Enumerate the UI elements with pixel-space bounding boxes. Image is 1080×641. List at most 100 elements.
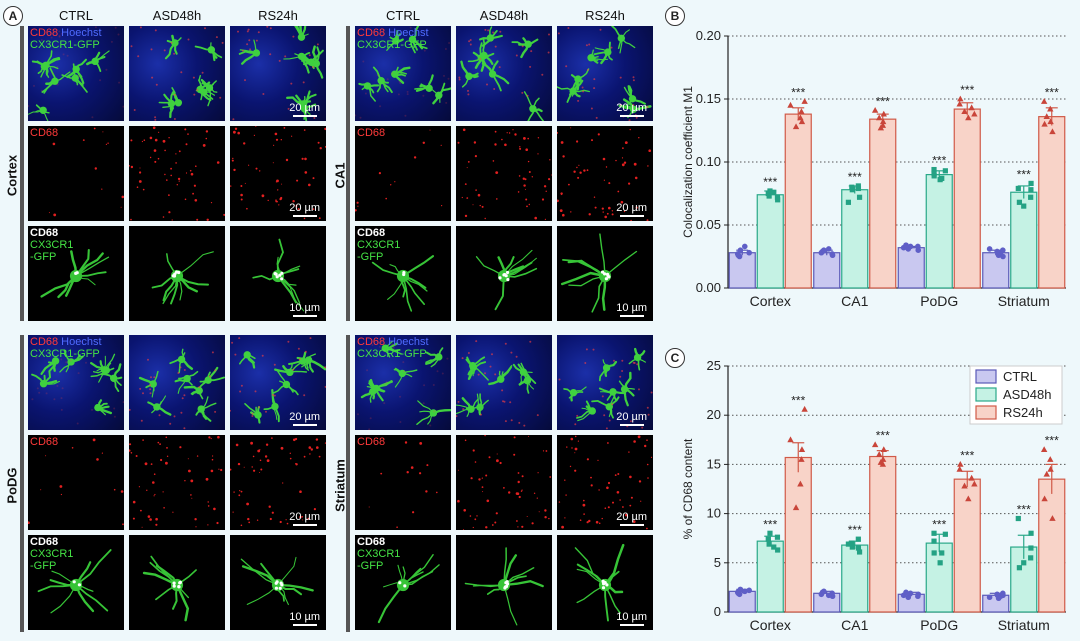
data-point <box>956 465 963 472</box>
bar-rs24h <box>869 455 897 613</box>
data-point <box>746 587 752 594</box>
scale-bar-text: 20 µm <box>616 511 647 523</box>
merge-image <box>456 335 552 430</box>
data-point <box>771 189 777 195</box>
cd68-image: 20 µm <box>557 126 653 221</box>
data-point <box>1028 555 1034 561</box>
scale-bar-line <box>619 315 644 317</box>
data-point <box>849 184 855 190</box>
data-point <box>798 118 806 125</box>
scale-bar-10um: 10 µm <box>616 302 647 317</box>
micrograph-drawing <box>457 128 552 220</box>
channel-label-hoechst: Hoechst <box>385 336 429 348</box>
data-point <box>965 495 972 502</box>
scale-bar-line <box>619 215 644 217</box>
channel-label-cd68: CD68 <box>30 536 59 548</box>
micrograph-drawing <box>31 339 124 425</box>
data-point <box>971 110 978 117</box>
data-point <box>766 541 772 547</box>
y-tick-label: 0.05 <box>696 217 721 232</box>
scale-bar-line <box>619 424 644 426</box>
significance-label: *** <box>791 393 805 407</box>
data-point <box>939 175 945 181</box>
data-point <box>1043 113 1050 120</box>
micrograph-drawing <box>129 348 225 430</box>
micrograph-drawing <box>37 549 112 614</box>
data-point <box>994 248 1000 255</box>
data-point <box>903 589 909 596</box>
data-point <box>774 534 781 540</box>
zoom-image <box>129 535 225 630</box>
cd68-image <box>129 435 225 530</box>
data-point <box>968 474 975 481</box>
data-point <box>855 545 862 551</box>
micrograph-drawing <box>557 127 651 221</box>
y-tick-label: 0.20 <box>696 28 721 43</box>
scale-bar-line <box>619 524 644 526</box>
data-point <box>765 536 771 542</box>
scale-bar-text: 10 µm <box>616 611 647 623</box>
tile-channel-label: CD68 <box>30 127 58 139</box>
cd68-image: CD68 <box>28 435 124 530</box>
zoom-image <box>456 226 552 321</box>
channel-label-cx3cr1: CX3CR1 <box>30 239 74 251</box>
channel-label-cd68: CD68 <box>30 336 59 348</box>
channel-label-hoechst: Hoechst <box>385 27 429 39</box>
data-point <box>801 98 808 104</box>
bar-ctrl <box>897 247 925 289</box>
significance-label: *** <box>791 86 805 100</box>
data-point <box>915 593 921 600</box>
micrograph-drawing <box>355 26 451 119</box>
data-point <box>798 446 806 453</box>
data-point <box>942 531 948 537</box>
data-point <box>845 199 852 205</box>
merge-image: 20 µm <box>230 26 326 121</box>
micrograph-drawing <box>456 340 539 427</box>
data-point <box>746 249 752 256</box>
data-point <box>877 459 885 465</box>
micrograph-drawing <box>230 337 326 426</box>
tile-channel-label: CD68 Hoechst CX3CR1-GFP <box>30 27 102 51</box>
data-point <box>1043 470 1050 477</box>
bar-asd48h <box>841 544 869 613</box>
bar-rs24h <box>1038 478 1066 613</box>
micrograph-drawing <box>464 547 544 626</box>
data-point <box>801 405 808 412</box>
micrograph-drawing <box>48 127 124 217</box>
merge-image: CD68 Hoechst CX3CR1-GFP <box>355 26 451 121</box>
scale-bar-line <box>292 524 317 526</box>
data-point <box>797 480 804 487</box>
channel-label-cd68: CD68 <box>357 27 386 39</box>
y-tick-label: 0.10 <box>696 154 721 169</box>
tile-channel-label: CD68 <box>30 436 58 448</box>
micrograph-drawing <box>357 341 451 430</box>
data-point <box>880 110 887 117</box>
data-point <box>876 451 883 457</box>
tile-channel-label: CD68 CX3CR1 -GFP <box>30 227 73 263</box>
panel-c-label: C <box>665 348 685 368</box>
zoom-image <box>129 226 225 321</box>
micrograph-drawing <box>457 435 552 530</box>
data-point <box>737 247 744 253</box>
micrograph-drawing <box>355 129 443 212</box>
col-header-asd48h-2: ASD48h <box>479 8 529 23</box>
data-point <box>931 538 937 544</box>
merge-image <box>456 26 552 121</box>
significance-label: *** <box>763 175 777 189</box>
tile-channel-label: CD68 <box>357 127 385 139</box>
channel-label-gfp: -GFP <box>357 560 384 572</box>
channel-label-gfp: -GFP <box>30 560 57 572</box>
y-axis-label: % of CD68 content <box>681 438 695 539</box>
merge-image: CD68 Hoechst CX3CR1-GFP <box>355 335 451 430</box>
micrograph-drawing <box>560 233 638 313</box>
x-tick-label: Striatum <box>998 293 1050 309</box>
chart-cd68-content: 0 5 10 15 20 25 % of CD68 content Cortex *** *** C… <box>680 352 1072 636</box>
data-point <box>1040 446 1048 453</box>
bar-rs24h <box>953 478 981 613</box>
data-point <box>942 168 948 174</box>
bar-ctrl <box>982 594 1010 613</box>
channel-label-hoechst: Hoechst <box>58 27 102 39</box>
channel-label-cd68: CD68 <box>30 227 59 239</box>
significance-label: *** <box>960 83 974 97</box>
micrograph-drawing <box>151 251 214 305</box>
